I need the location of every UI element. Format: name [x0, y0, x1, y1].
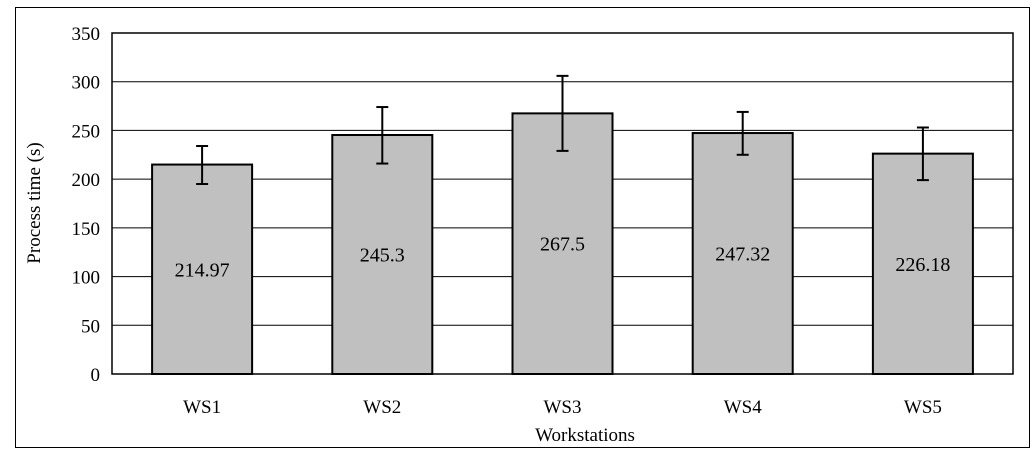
x-axis-categories: WS1 WS2 WS3 WS4 WS5: [183, 397, 942, 418]
bar: [151, 163, 254, 375]
x-tick-label: WS4: [724, 397, 763, 418]
y-tick-label: 50: [81, 316, 100, 337]
bar: [871, 152, 974, 375]
data-label: 226.18: [895, 254, 950, 276]
y-tick-label: 250: [72, 121, 101, 142]
x-tick-label: WS3: [544, 397, 582, 418]
x-tick-label: WS5: [904, 397, 942, 418]
y-tick-label: 350: [72, 24, 101, 45]
error-bars: [196, 74, 929, 186]
bar: [691, 132, 794, 375]
x-tick-label: WS2: [363, 397, 401, 418]
y-tick-label: 100: [72, 268, 101, 289]
x-tick-label: WS1: [183, 397, 221, 418]
data-label: 247.32: [715, 244, 770, 266]
x-axis-title: Workstations: [535, 425, 635, 446]
y-tick-label: 300: [72, 73, 101, 94]
bar: [331, 134, 434, 375]
data-label: 267.5: [540, 234, 585, 256]
y-tick-label: 0: [91, 365, 101, 386]
y-axis-title: Process time (s): [24, 142, 45, 263]
data-label: 245.3: [360, 245, 405, 267]
y-tick-label: 200: [72, 170, 101, 191]
y-axis-ticks: 0 50 100 150 200 250 300 350: [72, 24, 101, 386]
y-tick-label: 150: [72, 219, 101, 240]
data-label: 214.97: [175, 259, 230, 281]
plot-area-border: [111, 32, 1014, 375]
data-labels: 214.97 245.3 267.5 247.32 226.18: [175, 234, 951, 282]
